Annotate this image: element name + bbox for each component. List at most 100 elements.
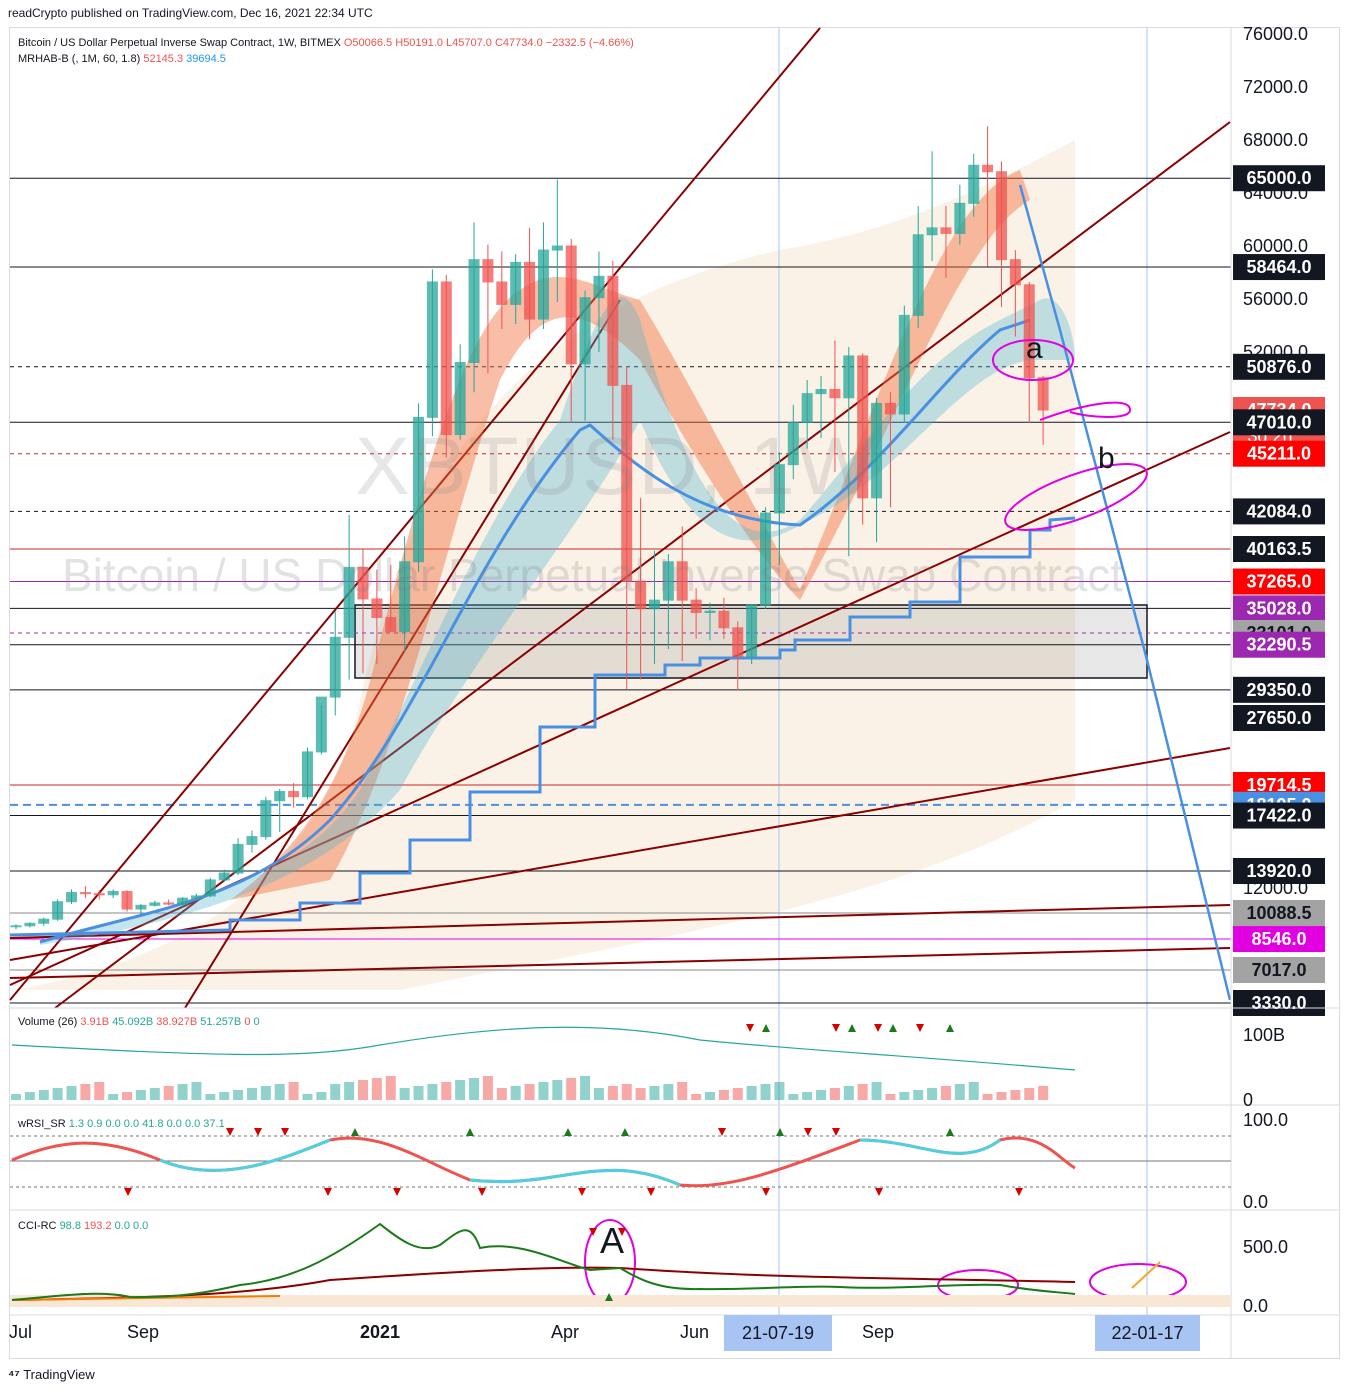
volume-bar-52	[732, 1088, 743, 1100]
candle-body-48	[676, 561, 688, 601]
candle-body-2	[38, 918, 50, 924]
candle-body-47	[662, 561, 674, 601]
signal-down-0	[746, 1024, 754, 1032]
candle-body-46	[648, 599, 660, 610]
volume-bar-70	[982, 1094, 993, 1100]
candle-body-13	[190, 895, 202, 899]
volume-legend: Volume (26) 3.91B 45.092B 38.927B 51.257…	[18, 1016, 260, 1028]
tradingview-logo: ⁴⁷ TradingView	[8, 1367, 95, 1382]
candle-body-32	[454, 362, 466, 436]
tv-logo-icon: ⁴⁷	[8, 1367, 20, 1382]
price-box-20	[1233, 957, 1325, 983]
candle-body-14	[204, 879, 216, 897]
candle-body-24	[343, 566, 355, 638]
signal-down-1	[832, 1024, 840, 1032]
volume-bar-51	[718, 1090, 729, 1100]
price-box-17	[1233, 858, 1325, 884]
price-box-6	[1233, 498, 1325, 525]
volume-bar-14	[205, 1094, 216, 1100]
volume-bar-35	[496, 1088, 507, 1100]
trend-line-6	[9, 947, 1231, 979]
wrsi-line-cyan	[159, 1138, 1001, 1187]
volume-bar-11	[163, 1086, 174, 1100]
wrsi-legend: wRSI_SR 1.3 0.9 0.0 0.0 41.8 0.0 0.0 37.…	[18, 1118, 225, 1130]
candle-body-17	[246, 836, 258, 845]
blue-step-line	[9, 516, 1076, 937]
candle-body-5	[79, 892, 91, 895]
price-box-label-7: 40163.5	[1246, 539, 1311, 559]
trend-line-4	[9, 747, 1231, 961]
price-box-21	[1233, 990, 1325, 1016]
indicator-name: MRHAB-B (, 1M, 60, 1.8)	[18, 53, 141, 65]
cci-v1: 98.8	[59, 1220, 81, 1232]
candle-body-70	[982, 164, 994, 173]
signal-down-11	[875, 1188, 883, 1196]
volume-bar-44	[621, 1084, 632, 1100]
volume-bar-42	[593, 1088, 604, 1100]
volume-v5: 0	[244, 1016, 251, 1028]
candle-body-33	[468, 259, 480, 364]
volume-bar-33	[469, 1078, 480, 1100]
volume-bar-32	[455, 1080, 466, 1100]
signal-up-5	[466, 1128, 474, 1136]
indicator-value-2: 39694.5	[186, 53, 226, 65]
volume-bar-39	[552, 1080, 563, 1100]
signal-up-6	[564, 1128, 572, 1136]
signal-down-4	[124, 1188, 132, 1196]
projection-line	[1018, 184, 1232, 1001]
candle-body-10	[149, 902, 161, 906]
volume-bar-10	[149, 1088, 160, 1100]
annot-circle-a	[992, 339, 1074, 381]
price-box-7	[1233, 536, 1325, 562]
volume-bar-55	[774, 1082, 785, 1100]
candle-body-60	[843, 355, 855, 399]
price-box-16	[1233, 802, 1325, 829]
candle-body-22	[315, 696, 327, 753]
volume-bar-16	[233, 1090, 244, 1100]
price-box-label-6: 42084.0	[1246, 501, 1311, 521]
orange-band	[230, 170, 1030, 900]
legend-change: −2332.5 (−4.66%)	[545, 37, 634, 49]
candle-body-3	[52, 901, 64, 920]
cci-v2: 193.2	[84, 1220, 112, 1232]
volume-bar-22	[316, 1092, 327, 1100]
volume-bar-2	[38, 1090, 49, 1100]
price-box-11	[1233, 631, 1325, 658]
main-legend: Bitcoin / US Dollar Perpetual Inverse Sw…	[18, 35, 634, 67]
price-tick-5: 56000.0	[1243, 289, 1308, 309]
wrsi-values: 1.3 0.9 0.0 0.0 41.8 0.0 0.0 37.1	[68, 1118, 225, 1130]
price-box-8	[1233, 568, 1325, 595]
price-box-2	[1233, 353, 1325, 380]
volume-bar-37	[524, 1084, 535, 1100]
legend-low: L45707.0	[446, 37, 492, 49]
candle-body-49	[690, 599, 702, 614]
candle-body-6	[93, 893, 105, 896]
cci-legend: CCI-RC 98.8 193.2 0.0 0.0	[18, 1220, 148, 1232]
price-box-4	[1233, 409, 1325, 436]
candle-body-40	[565, 245, 577, 365]
price-box-label-9: 35028.0	[1246, 598, 1311, 618]
signal-down-17	[804, 1128, 812, 1136]
volume-bar-69	[968, 1082, 979, 1100]
signal-down-3	[916, 1024, 924, 1032]
price-box-0	[1233, 165, 1325, 192]
watermark-symbol: XBTUSD, 1W	[355, 421, 877, 512]
candle-body-39	[551, 245, 563, 251]
volume-bar-6	[94, 1082, 105, 1100]
candle-body-44	[621, 384, 633, 582]
volume-bar-71	[996, 1092, 1007, 1100]
candle-body-1	[24, 922, 36, 927]
volume-ma-line	[11, 1026, 1076, 1071]
volume-bar-63	[885, 1094, 896, 1100]
volume-bar-54	[760, 1084, 771, 1100]
volume-bar-53	[746, 1086, 757, 1100]
candle-body-41	[579, 297, 591, 365]
cci-v4: 0.0	[133, 1220, 149, 1232]
candle-body-30	[426, 281, 438, 418]
volume-bar-46	[649, 1086, 660, 1100]
candle-body-38	[537, 249, 549, 320]
candle-body-7	[107, 890, 119, 896]
volume-bar-58	[816, 1090, 827, 1100]
candle-body-28	[399, 561, 411, 633]
